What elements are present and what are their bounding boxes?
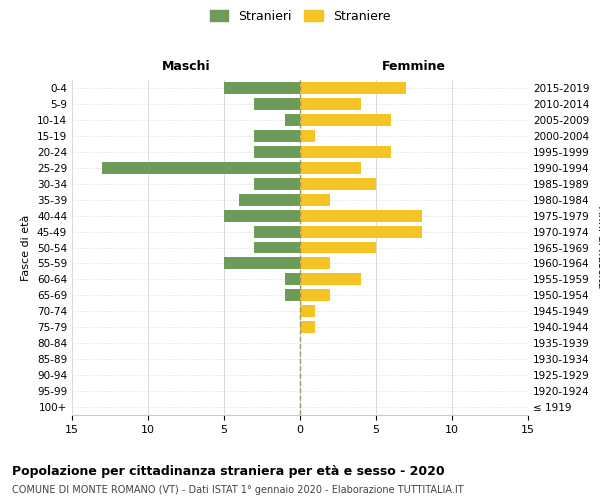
Bar <box>224 258 300 270</box>
Y-axis label: Anni di nascita: Anni di nascita <box>596 206 600 289</box>
Bar <box>300 306 315 318</box>
Bar <box>300 290 331 302</box>
Bar <box>254 242 300 254</box>
Bar <box>300 242 376 254</box>
Y-axis label: Fasce di età: Fasce di età <box>22 214 31 280</box>
Bar <box>300 274 361 285</box>
Bar <box>254 178 300 190</box>
Bar <box>300 210 422 222</box>
Text: Femmine: Femmine <box>382 60 446 74</box>
Legend: Stranieri, Straniere: Stranieri, Straniere <box>206 6 394 26</box>
Text: Maschi: Maschi <box>161 60 211 74</box>
Bar <box>300 130 315 142</box>
Bar <box>300 162 361 173</box>
Bar <box>285 274 300 285</box>
Bar <box>254 146 300 158</box>
Bar <box>300 114 391 126</box>
Bar <box>224 82 300 94</box>
Bar <box>224 210 300 222</box>
Bar <box>300 98 361 110</box>
Bar <box>103 162 300 173</box>
Bar <box>239 194 300 205</box>
Bar <box>300 226 422 237</box>
Bar <box>254 226 300 237</box>
Bar <box>300 194 331 205</box>
Text: Popolazione per cittadinanza straniera per età e sesso - 2020: Popolazione per cittadinanza straniera p… <box>12 465 445 478</box>
Bar <box>300 178 376 190</box>
Bar <box>285 290 300 302</box>
Bar <box>300 258 331 270</box>
Bar <box>254 130 300 142</box>
Bar <box>285 114 300 126</box>
Bar <box>254 98 300 110</box>
Bar <box>300 322 315 333</box>
Bar <box>300 146 391 158</box>
Text: COMUNE DI MONTE ROMANO (VT) - Dati ISTAT 1° gennaio 2020 - Elaborazione TUTTITAL: COMUNE DI MONTE ROMANO (VT) - Dati ISTAT… <box>12 485 464 495</box>
Bar <box>300 82 406 94</box>
